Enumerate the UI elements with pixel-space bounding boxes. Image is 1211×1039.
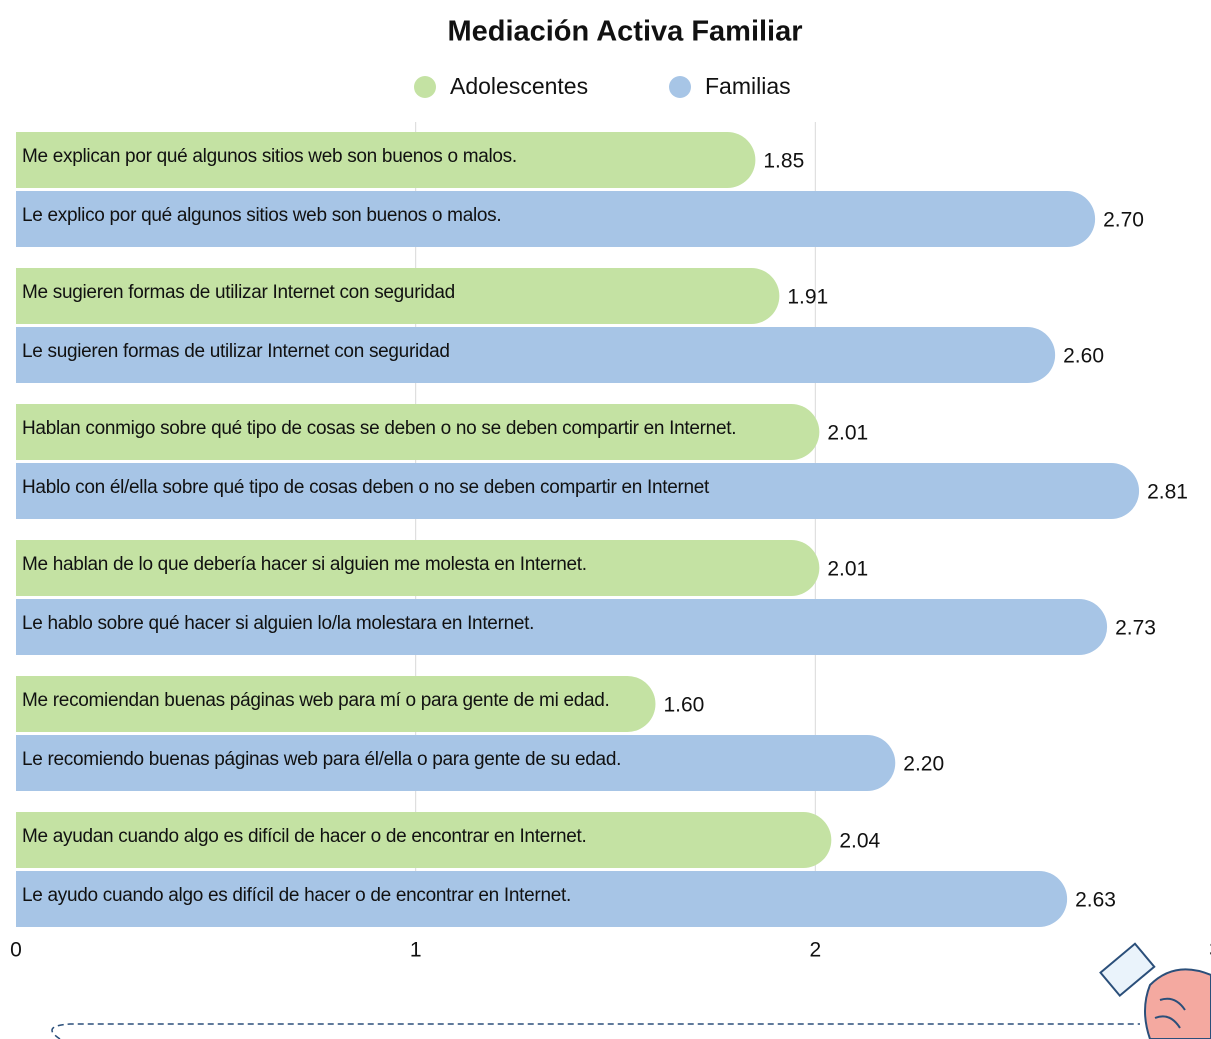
- bar-label-box: Hablan conmigo sobre qué tipo de cosas s…: [22, 418, 737, 439]
- x-tick-label: 0: [10, 939, 22, 962]
- bar: [16, 191, 1096, 248]
- bar-label-box: Le hablo sobre qué hacer si alguien lo/l…: [22, 613, 535, 634]
- value-label: 2.20: [903, 753, 944, 776]
- bar-label: Hablan conmigo sobre qué tipo de cosas s…: [22, 418, 737, 439]
- bar-label-box: Le explico por qué algunos sitios web so…: [22, 205, 502, 226]
- bar-label: Le recomiendo buenas páginas web para él…: [22, 749, 622, 770]
- bar-label: Me sugieren formas de utilizar Internet …: [22, 282, 455, 303]
- bar: [16, 268, 780, 325]
- bar-label: Le ayudo cuando algo es difícil de hacer…: [22, 885, 571, 906]
- bar-label-box: Le recomiendo buenas páginas web para él…: [22, 749, 622, 770]
- value-label: 2.04: [839, 830, 880, 853]
- bar-label: Hablo con él/ella sobre qué tipo de cosa…: [22, 477, 710, 498]
- value-label: 2.70: [1103, 209, 1144, 232]
- bar: [16, 812, 832, 869]
- bar-label-box: Me hablan de lo que debería hacer si alg…: [22, 554, 587, 575]
- bar: [16, 404, 820, 460]
- bar: [16, 871, 1068, 927]
- bar-label: Me hablan de lo que debería hacer si alg…: [22, 554, 587, 575]
- bar-label: Me explican por qué algunos sitios web s…: [22, 146, 517, 167]
- chart-title: Mediación Activa Familiar: [447, 16, 802, 48]
- bar: [16, 327, 1056, 383]
- bar-label-box: Le sugieren formas de utilizar Internet …: [22, 341, 450, 362]
- bar-label: Le hablo sobre qué hacer si alguien lo/l…: [22, 613, 535, 634]
- x-tick-label: 3: [1209, 939, 1211, 962]
- bar-label-box: Me ayudan cuando algo es difícil de hace…: [22, 826, 587, 847]
- value-label: 2.81: [1147, 481, 1188, 504]
- bar-label-box: Me explican por qué algunos sitios web s…: [22, 146, 517, 167]
- value-label: 2.63: [1075, 889, 1116, 912]
- bar: [16, 132, 756, 188]
- bar: [16, 735, 896, 791]
- value-label: 2.73: [1115, 617, 1156, 640]
- bar: [16, 599, 1108, 655]
- legend-label: Adolescentes: [450, 73, 588, 99]
- x-tick-label: 2: [809, 939, 821, 962]
- value-label: 1.91: [787, 286, 828, 309]
- bar-label: Le sugieren formas de utilizar Internet …: [22, 341, 450, 362]
- decoration: [51, 942, 1211, 1039]
- value-label: 2.01: [827, 422, 868, 445]
- bar-label: Me recomiendan buenas páginas web para m…: [22, 690, 610, 711]
- bar: [16, 540, 820, 596]
- legend-marker: [669, 76, 691, 98]
- value-label: 1.85: [763, 150, 804, 173]
- bar-label-box: Hablo con él/ella sobre qué tipo de cosa…: [22, 477, 710, 498]
- bar-label: Le explico por qué algunos sitios web so…: [22, 205, 502, 226]
- bar: [16, 676, 656, 732]
- legend-label: Familias: [705, 73, 791, 99]
- value-label: 1.60: [663, 694, 704, 717]
- bar-label-box: Le ayudo cuando algo es difícil de hacer…: [22, 885, 571, 906]
- x-tick-label: 1: [410, 939, 422, 962]
- legend-marker: [414, 76, 436, 98]
- value-label: 2.01: [827, 558, 868, 581]
- bar-label-box: Me recomiendan buenas páginas web para m…: [22, 690, 610, 711]
- bar-label-box: Me sugieren formas de utilizar Internet …: [22, 282, 455, 303]
- value-label: 2.60: [1063, 345, 1104, 368]
- bar: [16, 463, 1140, 519]
- bar-label: Me ayudan cuando algo es difícil de hace…: [22, 826, 587, 847]
